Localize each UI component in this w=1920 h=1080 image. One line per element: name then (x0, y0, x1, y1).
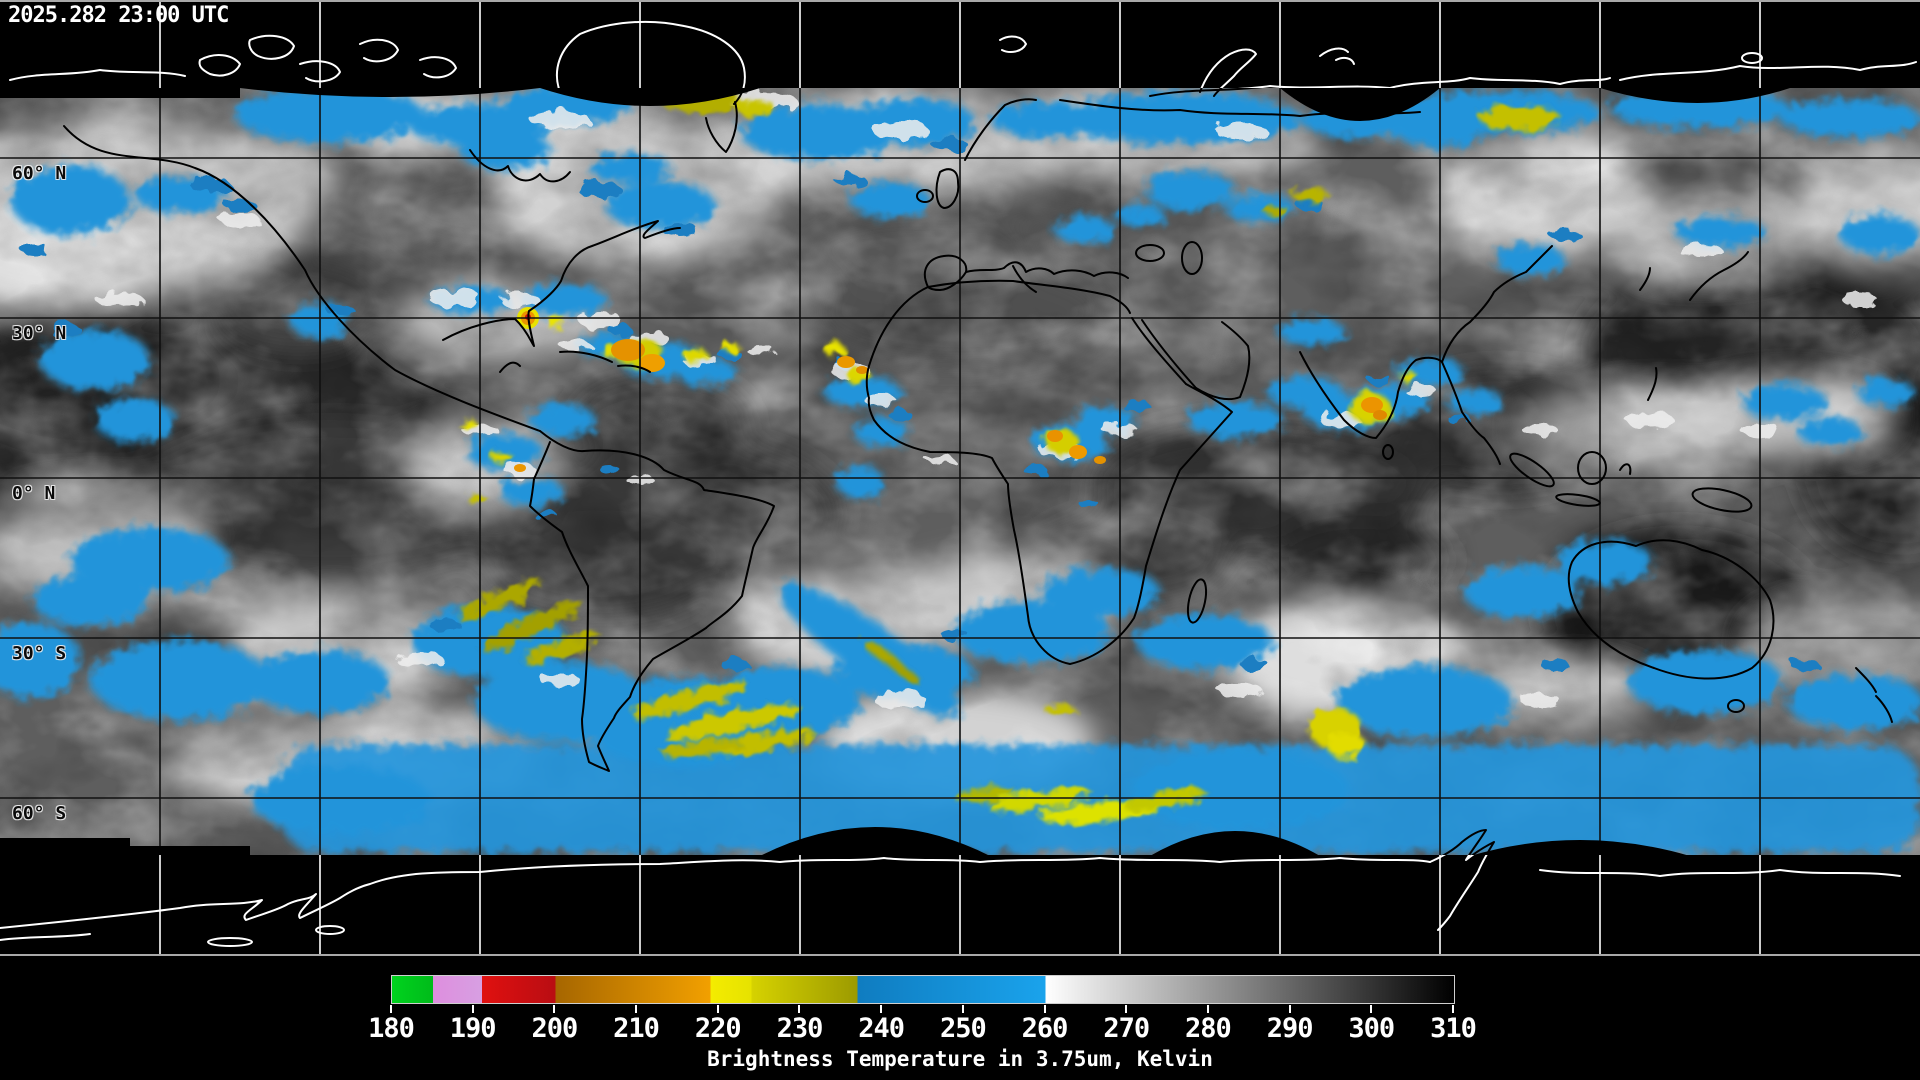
colorbar-tick (1452, 1005, 1454, 1013)
colorbar-tick-label: 200 (531, 1013, 578, 1044)
colorbar-tick (798, 1005, 801, 1013)
imagery-swath (0, 88, 1920, 855)
colorbar-tick (390, 1005, 392, 1013)
colorbar-tick (635, 1005, 638, 1013)
colorbar-tick-label: 300 (1348, 1013, 1395, 1044)
latitude-label: 30° N (12, 323, 67, 344)
graticule-over-imagery (0, 88, 1920, 855)
colorbar-tick-label: 250 (939, 1013, 987, 1044)
latitude-label: 0° N (12, 483, 56, 504)
colorbar-tick-label: 210 (613, 1013, 660, 1044)
timestamp: 2025.282 23:00 UTC (8, 3, 229, 28)
colorbar-tick (961, 1005, 964, 1013)
colorbar-tick (471, 1005, 474, 1013)
latitude-label: 60° N (12, 163, 67, 184)
colorbar-tick-label: 180 (368, 1013, 415, 1044)
cloud-layer-cold-blue (0, 88, 1920, 853)
latitude-label: 60° S (12, 803, 67, 824)
cloud-layer-cold-orange (514, 307, 1387, 472)
colorbar-tick (880, 1005, 883, 1013)
colorbar-tick-label: 280 (1185, 1013, 1232, 1044)
colorbar-tick-label: 240 (858, 1013, 905, 1044)
colorbar-tick-label: 260 (1021, 1013, 1069, 1044)
colorbar-caption: Brightness Temperature in 3.75um, Kelvin (707, 1047, 1213, 1071)
swath-edge-notches (0, 88, 1790, 856)
satellite-map (0, 0, 1920, 956)
graticule-over-background (159, 2, 1761, 954)
colorbar-tick (1043, 1005, 1046, 1013)
colorbar-tick-label: 270 (1103, 1013, 1150, 1044)
latitude-label: 30° S (12, 643, 67, 664)
colorbar-tick (1125, 1005, 1128, 1013)
colorbar-tick (716, 1005, 719, 1013)
colorbar-gradient (391, 975, 1455, 1004)
colorbar-tick-label: 310 (1430, 1013, 1477, 1044)
colorbar-tick-label: 230 (776, 1013, 824, 1044)
colorbar-tick (1206, 1005, 1209, 1013)
colorbar-tick-label: 190 (449, 1013, 497, 1044)
map-frame (0, 0, 1920, 956)
colorbar-tick-label: 220 (694, 1013, 742, 1044)
colorbar-tick (1370, 1005, 1373, 1013)
colorbar-tick (1288, 1005, 1291, 1013)
colorbar-tick-label: 290 (1266, 1013, 1314, 1044)
colorbar-tick (553, 1005, 556, 1013)
